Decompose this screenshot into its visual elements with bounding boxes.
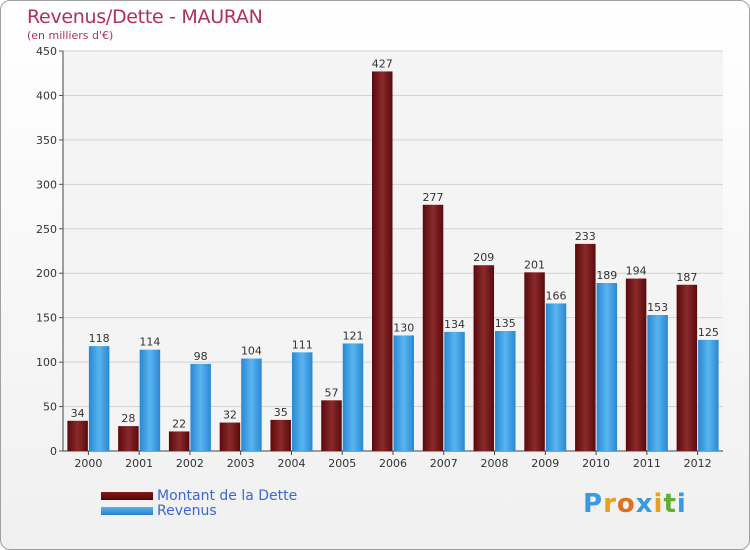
bar-dette <box>270 419 291 451</box>
data-label-revenus: 114 <box>139 336 160 349</box>
x-tick-label: 2003 <box>227 457 255 470</box>
y-tick-label: 350 <box>36 134 57 147</box>
data-label-dette: 194 <box>626 265 647 278</box>
data-label-revenus: 98 <box>194 350 208 363</box>
data-label-revenus: 134 <box>444 318 465 331</box>
y-tick-label: 50 <box>43 401 57 414</box>
bar-dette <box>372 71 393 451</box>
bar-revenus <box>342 343 364 451</box>
chart-title: Revenus/Dette - MAURAN <box>27 6 263 28</box>
data-label-dette: 201 <box>524 258 545 271</box>
data-label-revenus: 118 <box>89 332 110 345</box>
bar-revenus <box>291 352 313 451</box>
bar-revenus <box>698 339 719 451</box>
bar-revenus <box>393 335 414 451</box>
data-label-dette: 35 <box>274 406 288 419</box>
data-label-dette: 277 <box>423 191 444 204</box>
logo-letter: o <box>616 489 636 519</box>
bar-revenus <box>241 358 262 451</box>
y-tick-label: 100 <box>36 356 57 369</box>
logo-letter: t <box>663 489 677 519</box>
x-tick-label: 2012 <box>684 457 712 470</box>
bar-dette <box>524 272 545 451</box>
data-label-dette: 32 <box>223 409 237 422</box>
data-label-dette: 187 <box>676 271 697 284</box>
legend-item-dette: Montant de la Dette <box>101 488 297 504</box>
bar-dette <box>575 243 596 451</box>
y-tick-label: 250 <box>36 223 57 236</box>
logo-letter: r <box>603 489 617 519</box>
x-tick-label: 2000 <box>74 457 102 470</box>
y-tick-label: 450 <box>36 45 57 58</box>
legend-swatch-dette <box>101 492 153 500</box>
x-tick-label: 2010 <box>582 457 610 470</box>
data-label-dette: 233 <box>575 230 596 243</box>
data-label-revenus: 125 <box>698 326 719 339</box>
bar-revenus <box>139 349 161 451</box>
x-tick-label: 2011 <box>633 457 661 470</box>
chart-subtitle: (en milliers d'€) <box>27 29 114 42</box>
bar-dette <box>118 426 139 451</box>
legend-item-revenus: Revenus <box>101 503 217 519</box>
y-tick-label: 400 <box>36 89 57 102</box>
x-tick-label: 2007 <box>430 457 458 470</box>
proxiti-logo: Proxiti <box>583 489 687 519</box>
data-label-revenus: 189 <box>596 269 617 282</box>
y-tick-label: 300 <box>36 178 57 191</box>
legend-label-dette: Montant de la Dette <box>157 488 298 504</box>
data-label-dette: 28 <box>121 412 135 425</box>
data-label-dette: 22 <box>172 417 186 430</box>
data-label-dette: 427 <box>372 57 393 70</box>
data-label-revenus: 111 <box>292 338 313 351</box>
plot-area <box>63 51 723 451</box>
data-label-revenus: 130 <box>393 321 414 334</box>
bar-revenus <box>647 315 668 451</box>
data-label-revenus: 104 <box>241 345 262 358</box>
logo-letter: i <box>676 489 687 519</box>
legend-label-revenus: Revenus <box>157 503 217 519</box>
data-label-revenus: 153 <box>647 301 668 314</box>
logo-letter: i <box>653 489 664 519</box>
data-label-revenus: 166 <box>546 289 567 302</box>
x-tick-label: 2001 <box>125 457 153 470</box>
y-tick-label: 200 <box>36 267 57 280</box>
logo-letter: P <box>583 489 604 519</box>
x-tick-label: 2006 <box>379 457 407 470</box>
x-tick-label: 2009 <box>531 457 559 470</box>
data-label-revenus: 121 <box>342 329 363 342</box>
data-label-dette: 209 <box>473 251 494 264</box>
bar-revenus <box>545 303 567 451</box>
bar-dette <box>676 284 698 451</box>
bar-dette <box>219 422 241 451</box>
legend-swatch-revenus <box>101 507 153 515</box>
data-label-dette: 57 <box>324 386 338 399</box>
bar-dette <box>625 278 647 451</box>
bar-dette <box>473 265 495 451</box>
bar-revenus <box>190 363 211 451</box>
bar-dette <box>422 204 444 451</box>
data-label-dette: 34 <box>71 407 85 420</box>
y-tick-label: 0 <box>50 445 57 458</box>
bar-dette <box>168 431 190 451</box>
bar-dette <box>67 420 88 451</box>
x-tick-label: 2004 <box>277 457 305 470</box>
bar-revenus <box>495 331 516 451</box>
data-label-revenus: 135 <box>495 317 516 330</box>
bar-revenus <box>88 346 110 451</box>
bar-revenus <box>596 283 618 451</box>
y-tick-label: 150 <box>36 312 57 325</box>
bar-dette <box>321 400 342 451</box>
bar-revenus <box>444 331 465 451</box>
logo-letter: x <box>635 489 654 519</box>
x-tick-label: 2005 <box>328 457 356 470</box>
x-tick-label: 2002 <box>176 457 204 470</box>
x-tick-label: 2008 <box>481 457 509 470</box>
